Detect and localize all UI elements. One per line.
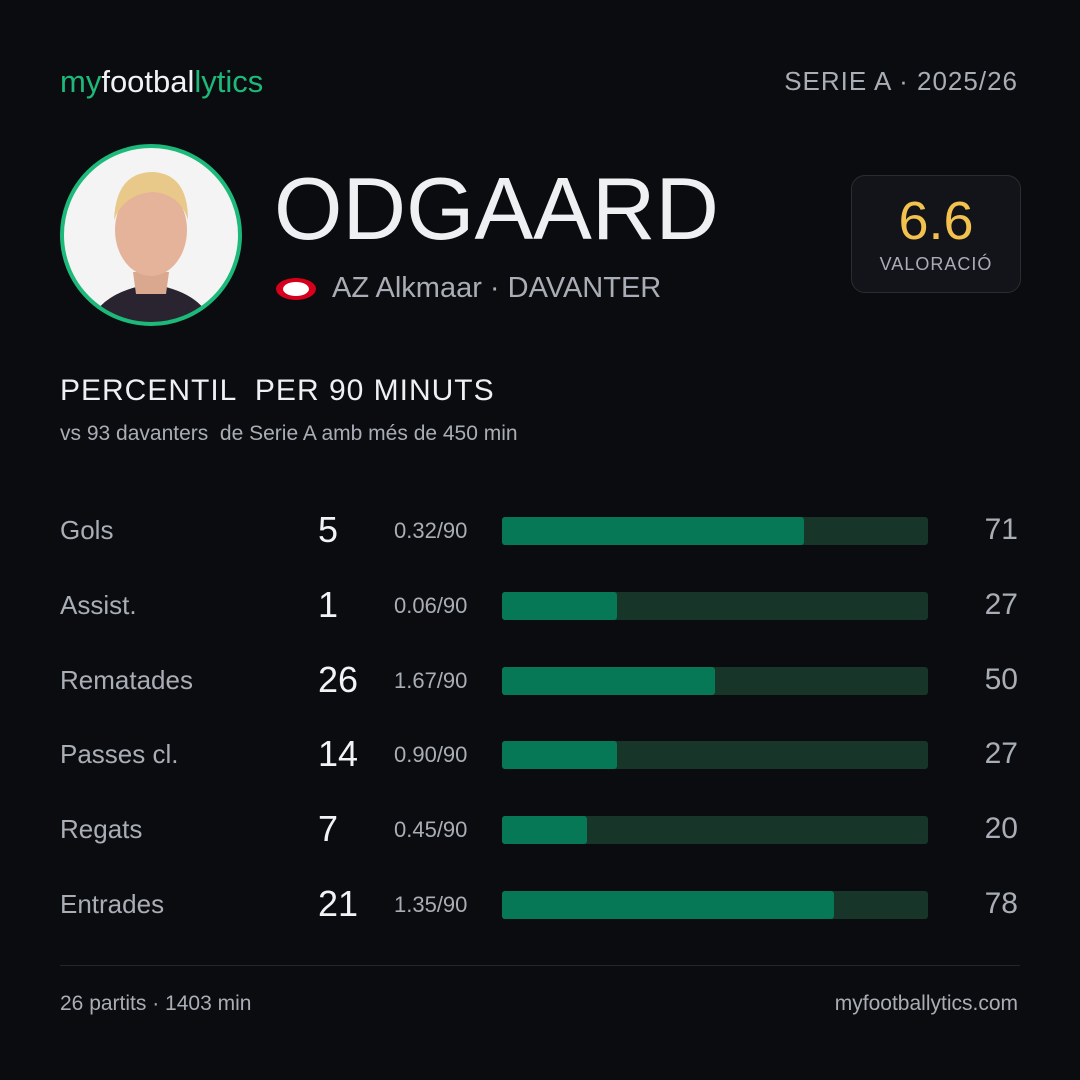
logo-part: footbal <box>101 64 195 99</box>
club-badge <box>276 278 316 300</box>
footer-right: myfootballytics.com <box>834 992 1018 1015</box>
percentile-bar <box>502 741 618 770</box>
percentile-label: 27 <box>984 737 1018 771</box>
logo: myfootballytics <box>60 64 263 100</box>
player-photo <box>60 144 242 326</box>
stat-per90: 0.32/90 <box>394 518 468 543</box>
percentile-label: 20 <box>984 812 1018 846</box>
percentile-bar <box>502 816 588 845</box>
league: SERIE A · 2025/26 <box>784 66 1018 96</box>
stat-total: 26 <box>318 658 359 700</box>
rating: 6.6 <box>898 191 974 251</box>
bar-track <box>502 517 928 545</box>
percentile-bar <box>502 591 618 620</box>
bar-track <box>502 741 928 770</box>
bar-track <box>502 891 928 919</box>
percentile-label: 27 <box>984 587 1018 621</box>
stat-total: 14 <box>318 733 359 775</box>
percentile-label: 71 <box>984 513 1018 546</box>
logo-part: lytics <box>194 64 264 99</box>
player-name: ODGAARD <box>274 159 719 258</box>
stat-per90: 0.45/90 <box>394 817 468 843</box>
stat-total: 5 <box>318 509 339 550</box>
logo-part: my <box>60 64 102 99</box>
rating-label: VALORACIÓ <box>879 254 993 274</box>
percentile-label: 78 <box>984 887 1018 920</box>
stat-total: 1 <box>318 583 339 625</box>
stat-label: Passes cl. <box>60 739 179 770</box>
bar-track <box>502 816 928 845</box>
stat-label: Gols <box>60 515 114 545</box>
stat-per90: 1.35/90 <box>394 892 468 917</box>
section-title: PERCENTIL PER 90 MINUTS <box>60 374 495 407</box>
stat-per90: 0.90/90 <box>394 742 468 768</box>
percentile-bar <box>502 666 715 695</box>
bar-track <box>502 591 928 620</box>
stat-per90: 1.67/90 <box>394 667 468 693</box>
stat-total: 21 <box>318 883 359 924</box>
divider <box>60 965 1020 966</box>
stat-label: Regats <box>60 814 143 845</box>
section-subtitle: vs 93 davanters de Serie A amb més de 45… <box>60 422 518 445</box>
stat-per90: 0.06/90 <box>394 592 468 618</box>
bar-track <box>502 666 928 695</box>
percentile-bar <box>502 517 805 545</box>
stat-label: Assist. <box>60 589 137 620</box>
rating-box: 6.6 VALORACIÓ <box>851 175 1021 293</box>
percentile-label: 50 <box>984 662 1018 696</box>
club-position: AZ Alkmaar · DAVANTER <box>332 272 662 304</box>
stat-total: 7 <box>318 808 339 850</box>
stat-label: Rematades <box>60 664 193 695</box>
percentile-bar <box>502 891 835 919</box>
stat-label: Entrades <box>60 889 165 919</box>
footer-left: 26 partits · 1403 min <box>60 992 252 1015</box>
